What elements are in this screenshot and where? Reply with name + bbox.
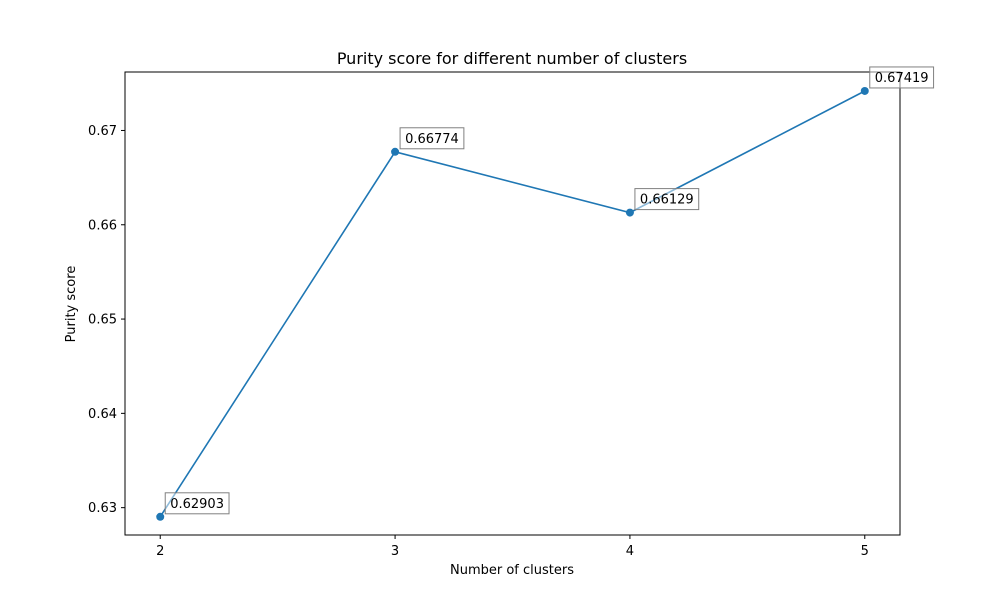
data-label-box <box>634 188 700 211</box>
plot-area: 2 3 4 5 0.63 0.64 0.65 0.66 0.67 0.62903 0.66774 0.… <box>88 66 935 559</box>
data-point <box>625 208 634 217</box>
x-tick-label: 5 <box>861 544 869 559</box>
y-tick-label: 0.65 <box>88 313 117 328</box>
y-tick-label: 0.66 <box>88 218 117 233</box>
y-axis-title: Purity score <box>64 266 79 343</box>
data-label-box <box>164 492 230 515</box>
plot-frame <box>124 71 901 536</box>
data-label-box <box>869 66 935 89</box>
data-label: 0.66774 <box>399 127 465 150</box>
x-tick-label: 2 <box>156 544 164 559</box>
y-tick-label: 0.63 <box>88 501 117 516</box>
series-line <box>159 90 866 518</box>
data-label-text: 0.67419 <box>875 71 929 86</box>
data-label-text: 0.66774 <box>405 132 459 147</box>
data-label: 0.67419 <box>869 66 935 89</box>
data-label: 0.62903 <box>164 492 230 515</box>
chart-title: Purity score for different number of clu… <box>337 49 687 68</box>
x-tick-label: 3 <box>391 544 399 559</box>
y-tick-label: 0.67 <box>88 124 117 139</box>
data-point <box>156 512 165 521</box>
data-label-text: 0.62903 <box>170 497 224 512</box>
data-point <box>860 86 869 95</box>
data-label: 0.66129 <box>634 188 700 211</box>
data-label-text: 0.66129 <box>640 193 694 208</box>
x-axis-title: Number of clusters <box>450 563 574 578</box>
y-tick-label: 0.64 <box>88 407 117 422</box>
x-tick-label: 4 <box>626 544 634 559</box>
data-label-box <box>399 127 465 150</box>
data-point <box>391 147 400 156</box>
